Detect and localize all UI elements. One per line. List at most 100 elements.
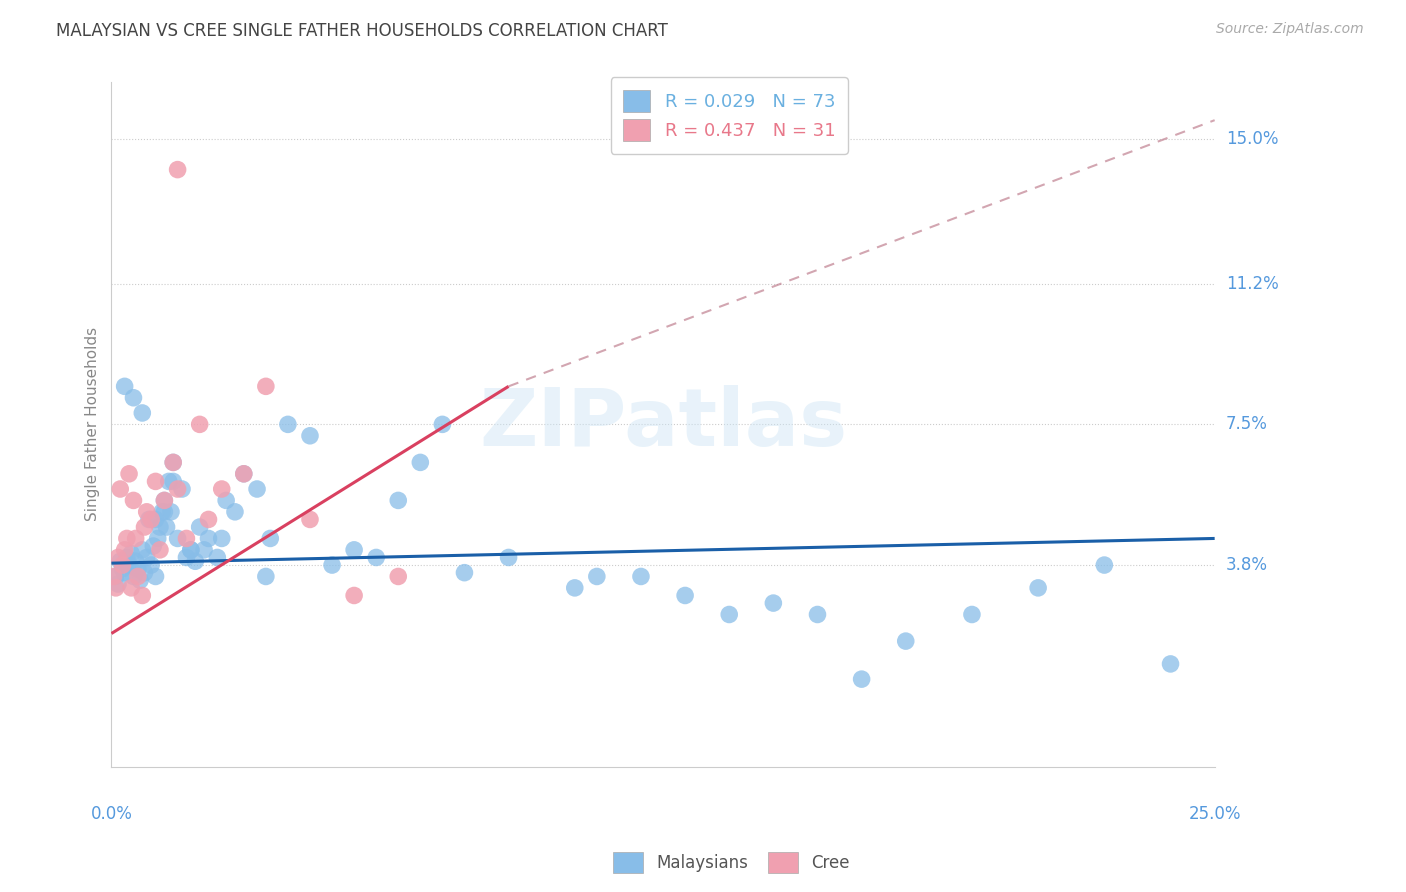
Point: [120, 581, 142, 595]
Text: MALAYSIAN VS CREE SINGLE FATHER HOUSEHOLDS CORRELATION CHART: MALAYSIAN VS CREE SINGLE FATHER HOUSEHOL…: [56, 22, 668, 40]
Point: [762, 596, 785, 610]
Point: [176, 550, 198, 565]
Point: [118, 558, 141, 572]
Point: [103, 569, 125, 583]
Point: [585, 569, 607, 583]
Point: [387, 493, 409, 508]
Point: [166, 162, 188, 177]
Point: [298, 429, 321, 443]
Point: [162, 475, 184, 489]
Point: [104, 569, 127, 583]
Point: [118, 467, 141, 481]
Point: [138, 512, 160, 526]
Point: [114, 542, 136, 557]
Point: [107, 577, 129, 591]
Point: [343, 542, 366, 557]
Point: [139, 558, 162, 572]
Point: [110, 554, 132, 568]
Point: [232, 467, 254, 481]
Point: [409, 455, 432, 469]
Point: [673, 589, 696, 603]
Point: [180, 542, 202, 557]
Point: [197, 532, 219, 546]
Point: [135, 505, 157, 519]
Point: [960, 607, 983, 622]
Legend: Malaysians, Cree: Malaysians, Cree: [606, 846, 856, 880]
Point: [127, 562, 149, 576]
Point: [188, 417, 211, 432]
Text: Source: ZipAtlas.com: Source: ZipAtlas.com: [1216, 22, 1364, 37]
Point: [115, 550, 138, 565]
Text: 7.5%: 7.5%: [1226, 416, 1268, 434]
Point: [120, 547, 142, 561]
Point: [155, 520, 177, 534]
Point: [166, 482, 188, 496]
Point: [180, 542, 202, 557]
Point: [215, 493, 238, 508]
Point: [170, 482, 193, 496]
Point: [188, 520, 211, 534]
Point: [111, 562, 134, 576]
Point: [129, 574, 152, 588]
Point: [104, 581, 127, 595]
Point: [150, 505, 173, 519]
Point: [718, 607, 741, 622]
Point: [254, 569, 277, 583]
Point: [277, 417, 299, 432]
Point: [131, 542, 153, 557]
Point: [153, 505, 176, 519]
Point: [134, 520, 156, 534]
Text: 15.0%: 15.0%: [1226, 130, 1278, 148]
Point: [564, 581, 586, 595]
Point: [107, 550, 129, 565]
Point: [114, 566, 136, 580]
Point: [111, 558, 134, 572]
Point: [806, 607, 828, 622]
Point: [176, 532, 198, 546]
Point: [145, 475, 167, 489]
Text: ZIPatlas: ZIPatlas: [479, 385, 848, 463]
Point: [146, 532, 169, 546]
Point: [110, 482, 132, 496]
Point: [193, 542, 215, 557]
Point: [149, 520, 172, 534]
Point: [894, 634, 917, 648]
Legend: R = 0.029   N = 73, R = 0.437   N = 31: R = 0.029 N = 73, R = 0.437 N = 31: [610, 78, 848, 154]
Point: [122, 569, 145, 583]
Point: [298, 512, 321, 526]
Text: 3.8%: 3.8%: [1226, 556, 1268, 574]
Point: [149, 542, 172, 557]
Point: [232, 467, 254, 481]
Point: [153, 493, 176, 508]
Point: [131, 589, 153, 603]
Point: [127, 569, 149, 583]
Point: [259, 532, 281, 546]
Point: [366, 550, 388, 565]
Point: [1092, 558, 1115, 572]
Point: [135, 550, 157, 565]
Point: [125, 532, 148, 546]
Text: 11.2%: 11.2%: [1226, 275, 1278, 293]
Point: [453, 566, 475, 580]
Text: 0.0%: 0.0%: [90, 805, 132, 823]
Point: [432, 417, 454, 432]
Point: [115, 532, 138, 546]
Point: [122, 493, 145, 508]
Text: 25.0%: 25.0%: [1188, 805, 1241, 823]
Point: [321, 558, 343, 572]
Point: [498, 550, 520, 565]
Point: [157, 475, 180, 489]
Point: [1160, 657, 1182, 671]
Point: [211, 482, 233, 496]
Point: [254, 379, 277, 393]
Point: [162, 455, 184, 469]
Point: [166, 532, 188, 546]
Point: [630, 569, 652, 583]
Point: [134, 566, 156, 580]
Point: [160, 505, 183, 519]
Point: [387, 569, 409, 583]
Point: [1026, 581, 1049, 595]
Point: [207, 550, 229, 565]
Point: [125, 554, 148, 568]
Point: [224, 505, 246, 519]
